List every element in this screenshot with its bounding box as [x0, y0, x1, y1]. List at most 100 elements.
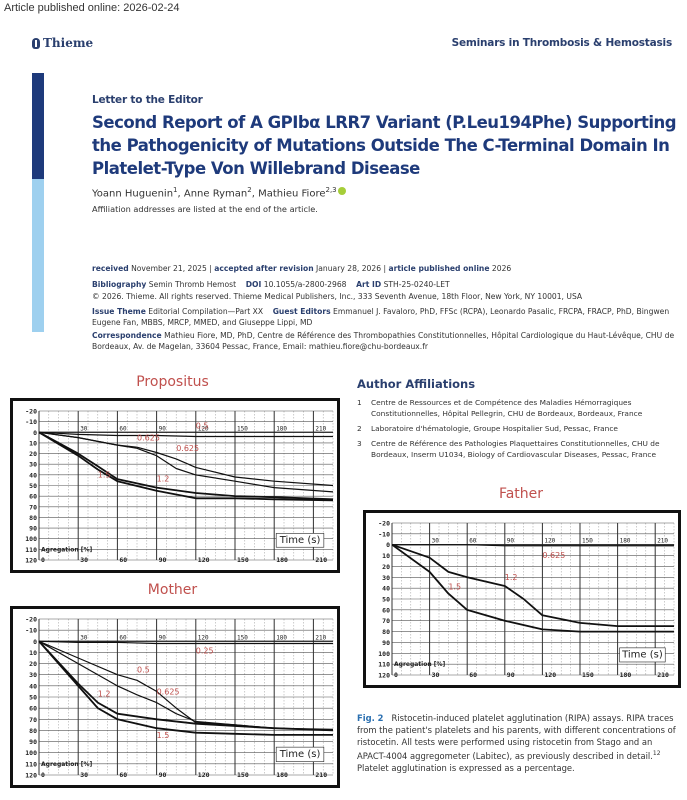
- svg-text:100: 100: [25, 749, 37, 757]
- issue-theme: Issue Theme Editorial Compilation—Part X…: [92, 307, 670, 327]
- svg-text:180: 180: [620, 671, 632, 679]
- svg-text:60: 60: [469, 671, 477, 679]
- svg-text:70: 70: [29, 716, 37, 724]
- reference-link[interactable]: 12: [652, 750, 661, 757]
- svg-text:150: 150: [582, 538, 593, 545]
- svg-text:210: 210: [315, 425, 326, 432]
- svg-text:30: 30: [382, 574, 390, 582]
- svg-text:30: 30: [432, 671, 440, 679]
- author-list: Yoann Huguenin1, Anne Ryman2, Mathieu Fi…: [92, 186, 346, 199]
- svg-text:120: 120: [198, 634, 209, 641]
- chart-title: Mother: [147, 582, 198, 598]
- svg-text:0.625: 0.625: [137, 433, 160, 442]
- svg-text:40: 40: [29, 471, 37, 479]
- svg-text:Agregation [%]: Agregation [%]: [394, 661, 445, 668]
- svg-text:60: 60: [119, 634, 127, 641]
- svg-text:110: 110: [25, 546, 37, 554]
- svg-text:Agregation [%]: Agregation [%]: [41, 546, 92, 553]
- svg-text:120: 120: [198, 425, 209, 432]
- svg-text:90: 90: [159, 634, 167, 641]
- svg-text:210: 210: [657, 538, 668, 545]
- author-name[interactable]: Mathieu Fiore: [258, 188, 326, 200]
- svg-text:90: 90: [159, 771, 167, 779]
- svg-text:Time (s): Time (s): [621, 650, 663, 661]
- svg-text:1.5: 1.5: [98, 471, 111, 480]
- svg-text:80: 80: [29, 514, 37, 522]
- doi-link[interactable]: 10.1055/a-2800-2968: [263, 280, 347, 289]
- svg-text:60: 60: [119, 771, 127, 779]
- svg-text:90: 90: [159, 556, 167, 564]
- svg-text:1.2: 1.2: [98, 690, 111, 699]
- svg-text:50: 50: [29, 694, 37, 702]
- svg-text:-20: -20: [378, 520, 390, 528]
- svg-text:0.625: 0.625: [157, 688, 180, 697]
- svg-text:120: 120: [544, 538, 555, 545]
- published-online-date: Article published online: 2026-02-24: [4, 2, 180, 14]
- figure-caption: Fig. 2 Ristocetin-induced platelet agglu…: [357, 713, 676, 773]
- svg-text:40: 40: [29, 682, 37, 690]
- svg-text:-20: -20: [25, 408, 37, 416]
- svg-text:90: 90: [159, 425, 167, 432]
- orcid-icon[interactable]: [337, 187, 346, 196]
- svg-text:10: 10: [29, 649, 37, 657]
- affiliation-item: 3 Centre de Référence des Pathologies Pla…: [357, 439, 660, 459]
- svg-text:-10: -10: [25, 627, 37, 635]
- curve-0.5: [38, 431, 333, 438]
- publisher-logo[interactable]: Thieme: [32, 36, 93, 50]
- svg-text:40: 40: [382, 585, 390, 593]
- svg-text:-10: -10: [378, 530, 390, 538]
- svg-text:80: 80: [382, 628, 390, 636]
- svg-text:180: 180: [276, 425, 287, 432]
- affiliations-heading: Author Affiliations: [357, 377, 476, 391]
- svg-text:Time (s): Time (s): [279, 535, 321, 546]
- svg-text:110: 110: [378, 661, 390, 669]
- svg-text:-10: -10: [25, 418, 37, 426]
- journal-name[interactable]: Seminars in Thrombosis & Hemostasis: [451, 37, 673, 49]
- article-dates: received November 21, 2025 | accepted af…: [92, 264, 512, 273]
- chart-father: -20 -10 0 10 20 30 40 50 60 70 80 90 100 110 120 0 30 30 6…: [363, 510, 681, 688]
- svg-text:0: 0: [41, 556, 45, 564]
- affiliation-item: 1 Centre de Ressources et de Compétence d…: [357, 398, 643, 418]
- affiliation-note: Affiliation addresses are listed at the …: [92, 204, 318, 214]
- svg-text:50: 50: [382, 596, 390, 604]
- svg-text:70: 70: [382, 617, 390, 625]
- accent-bar-dark: [32, 73, 44, 179]
- svg-text:210: 210: [657, 671, 669, 679]
- svg-text:-20: -20: [25, 616, 37, 624]
- author-name[interactable]: Yoann Huguenin: [92, 188, 174, 200]
- svg-text:60: 60: [382, 606, 390, 614]
- svg-text:10: 10: [382, 552, 390, 560]
- svg-text:90: 90: [507, 671, 515, 679]
- svg-text:100: 100: [25, 535, 37, 543]
- svg-text:20: 20: [382, 563, 390, 571]
- svg-text:120: 120: [544, 671, 556, 679]
- svg-text:150: 150: [237, 425, 248, 432]
- svg-text:20: 20: [29, 660, 37, 668]
- publisher-name: Thieme: [43, 36, 94, 50]
- curve-1.2: [38, 640, 334, 732]
- svg-text:60: 60: [119, 425, 127, 432]
- affiliations-list: 1 Centre de Ressources et de Compétence d…: [357, 397, 682, 464]
- author-name[interactable]: Anne Ryman: [183, 188, 248, 200]
- curve-1.2: [38, 431, 334, 501]
- article-type: Letter to the Editor: [92, 94, 203, 106]
- curve-0.625b: [38, 431, 334, 487]
- svg-text:0.625: 0.625: [542, 551, 565, 560]
- svg-text:70: 70: [29, 503, 37, 511]
- thieme-logo-icon: [32, 37, 40, 49]
- svg-text:30: 30: [80, 556, 88, 564]
- svg-text:60: 60: [469, 538, 477, 545]
- svg-text:0.5: 0.5: [196, 422, 209, 431]
- svg-text:60: 60: [29, 493, 37, 501]
- svg-text:60: 60: [29, 705, 37, 713]
- article-title: Second Report of A GPIbα LRR7 Variant (P…: [92, 113, 677, 178]
- svg-text:0: 0: [33, 638, 37, 646]
- chart-propositus: -20 -10 0 10 20 30 40 50 60 70 80 90 100 110 120 0 30 30 6…: [10, 398, 340, 573]
- correspondence: Correspondence Mathieu Fiore, MD, PhD, C…: [92, 331, 675, 351]
- svg-text:60: 60: [119, 556, 127, 564]
- figure-label: Fig. 2: [357, 713, 384, 723]
- svg-text:Agregation [%]: Agregation [%]: [41, 761, 92, 768]
- bibliography-line: Bibliography Semin Thromb Hemost DOI 10.…: [92, 280, 450, 289]
- accent-bar-light: [32, 179, 44, 332]
- svg-text:1.5: 1.5: [157, 731, 170, 740]
